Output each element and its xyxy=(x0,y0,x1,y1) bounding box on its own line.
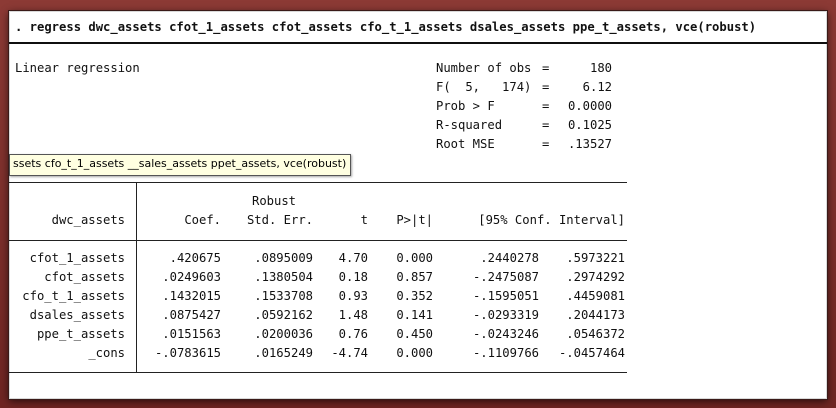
stat-eq: = xyxy=(542,61,550,75)
coef-value: .420675 xyxy=(169,251,221,265)
se-value: .0592162 xyxy=(254,308,313,322)
var-name: cfo_t_1_assets xyxy=(22,289,125,303)
t-value: 1.48 xyxy=(338,308,368,322)
robust-label: Robust xyxy=(252,194,297,208)
p-value: 0.000 xyxy=(396,346,433,360)
t-value: 4.70 xyxy=(338,251,368,265)
se-value: .1380504 xyxy=(254,270,313,284)
coef-value: .1432015 xyxy=(162,289,221,303)
ci-high: .0546372 xyxy=(566,327,625,341)
var-name: cfot_1_assets xyxy=(29,251,125,265)
ci-low: -.1595051 xyxy=(472,289,539,303)
stat-label-nobs: Number of obs xyxy=(436,61,532,75)
se-value: .0165249 xyxy=(254,346,313,360)
stat-value-probf: 0.0000 xyxy=(567,99,612,113)
stat-eq: = xyxy=(542,80,550,94)
ci-low: -.0243246 xyxy=(472,327,539,341)
stat-value-r2: 0.1025 xyxy=(567,118,612,132)
coef-value: -.0783615 xyxy=(154,346,221,360)
table-top-rule xyxy=(9,182,627,183)
p-value: 0.450 xyxy=(396,327,433,341)
ci-low: .2440278 xyxy=(480,251,539,265)
var-name: cfot_assets xyxy=(44,270,125,284)
table-bottom-rule xyxy=(9,372,627,373)
var-name: ppe_t_assets xyxy=(36,327,125,341)
p-value: 0.141 xyxy=(396,308,433,322)
p-value: 0.352 xyxy=(396,289,433,303)
model-title: Linear regression xyxy=(15,61,140,75)
coef-header: Coef. xyxy=(184,213,221,227)
t-value: 0.18 xyxy=(338,270,368,284)
ci-high: .2044173 xyxy=(566,308,625,322)
t-value: 0.76 xyxy=(338,327,368,341)
var-name: _cons xyxy=(88,346,125,360)
ci-high: .2974292 xyxy=(566,270,625,284)
p-value: 0.000 xyxy=(396,251,433,265)
var-name: dsales_assets xyxy=(29,308,125,322)
coef-value: .0151563 xyxy=(162,327,221,341)
table-header-rule xyxy=(9,240,627,241)
stat-label-r2: R-squared xyxy=(436,118,503,132)
stat-eq: = xyxy=(542,118,550,132)
stat-value-nobs: 180 xyxy=(589,61,612,75)
stat-eq: = xyxy=(542,99,550,113)
ci-low: -.2475087 xyxy=(472,270,539,284)
p-header: P>|t| xyxy=(396,213,433,227)
depvar-header: dwc_assets xyxy=(51,213,125,227)
stat-label-probf: Prob > F xyxy=(436,99,495,113)
se-value: .1533708 xyxy=(254,289,313,303)
ci-low: -.0293319 xyxy=(472,308,539,322)
ci-header: [95% Conf. Interval] xyxy=(478,213,625,227)
command-separator xyxy=(9,42,827,44)
stat-label-f: F( 5, 174) xyxy=(436,80,532,94)
coef-value: .0249603 xyxy=(162,270,221,284)
ci-low: -.1109766 xyxy=(472,346,539,360)
table-column-divider xyxy=(136,182,137,373)
stat-value-f: 6.12 xyxy=(582,80,612,94)
p-value: 0.857 xyxy=(396,270,433,284)
coef-value: .0875427 xyxy=(162,308,221,322)
se-value: .0200036 xyxy=(254,327,313,341)
se-value: .0895009 xyxy=(254,251,313,265)
t-value: 0.93 xyxy=(338,289,368,303)
t-header: t xyxy=(360,213,368,227)
se-header: Std. Err. xyxy=(246,213,313,227)
ci-high: .5973221 xyxy=(566,251,625,265)
ci-high: .4459081 xyxy=(566,289,625,303)
stat-value-rmse: .13527 xyxy=(567,137,612,151)
stat-label-rmse: Root MSE xyxy=(436,137,495,151)
autocomplete-tooltip: ssets cfo_t_1_assets __sales_assets ppet… xyxy=(9,154,352,176)
t-value: -4.74 xyxy=(331,346,368,360)
stat-eq: = xyxy=(542,137,550,151)
ci-high: -.0457464 xyxy=(558,346,625,360)
stata-results-panel: . regress dwc_assets cfot_1_assets cfot_… xyxy=(9,11,827,399)
command-line: . regress dwc_assets cfot_1_assets cfot_… xyxy=(15,20,757,34)
